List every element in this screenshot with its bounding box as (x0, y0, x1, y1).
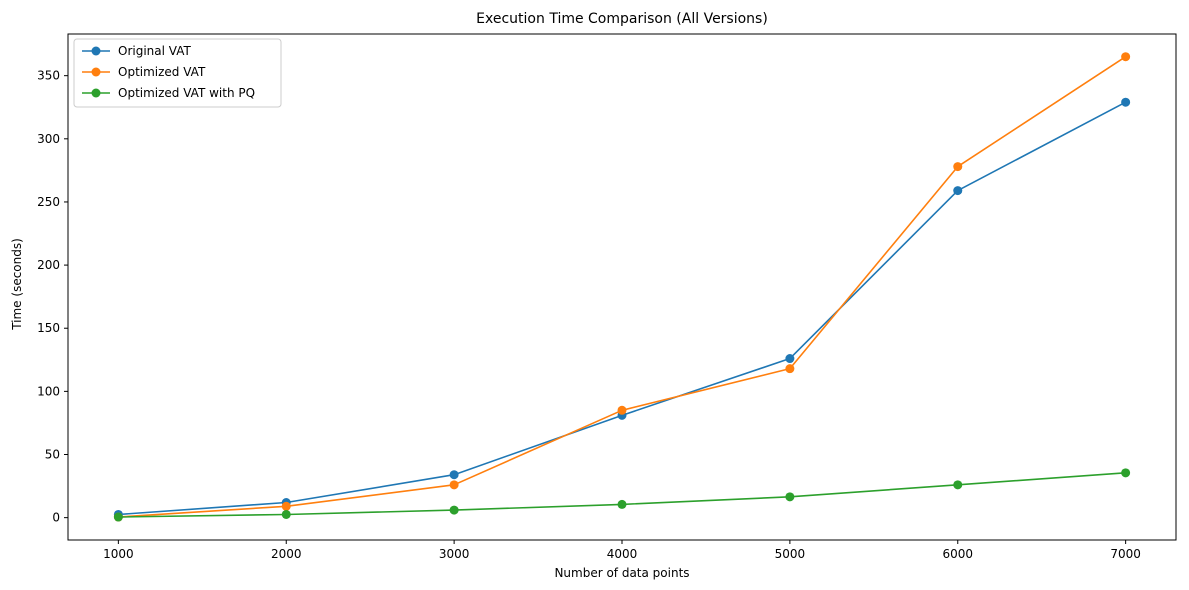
y-tick-label: 100 (37, 384, 60, 398)
data-point (617, 405, 627, 415)
series-layer (113, 52, 1131, 522)
data-point (281, 509, 291, 519)
series-optimized-vat-with-pq (113, 468, 1131, 522)
legend-item: Original VAT (82, 44, 191, 58)
data-point (1121, 52, 1131, 62)
chart-title: Execution Time Comparison (All Versions) (476, 11, 768, 27)
data-point (785, 492, 795, 502)
data-point (785, 364, 795, 374)
x-tick-label: 2000 (271, 547, 302, 561)
x-tick-label: 1000 (103, 547, 134, 561)
data-point (953, 480, 963, 490)
x-tick-label: 6000 (942, 547, 973, 561)
data-point (953, 186, 963, 196)
x-tick-label: 3000 (439, 547, 470, 561)
legend-label: Optimized VAT (118, 65, 206, 79)
x-tick-label: 7000 (1110, 547, 1141, 561)
legend-marker (91, 46, 101, 56)
y-tick-label: 0 (52, 511, 60, 525)
data-point (449, 480, 459, 490)
axes-layer: 1000 2000 3000 4000 5000 6000 7000 0 50 100 150 200… (37, 33, 1177, 561)
legend-item: Optimized VAT with PQ (82, 86, 255, 100)
legend-marker (91, 88, 101, 98)
x-tick-label: 5000 (775, 547, 806, 561)
x-axis-title: Number of data points (554, 566, 689, 580)
data-point (113, 512, 123, 522)
data-point (281, 501, 291, 511)
series-optimized-vat (113, 52, 1131, 522)
y-tick-label: 150 (37, 321, 60, 335)
y-tick-label: 200 (37, 258, 60, 272)
y-axis-title-group: Time (seconds) (10, 238, 24, 331)
legend-marker (91, 67, 101, 77)
y-axis-title: Time (seconds) (10, 238, 24, 331)
legend-box (73, 38, 282, 108)
data-point (1121, 468, 1131, 478)
data-point (449, 470, 459, 480)
y-tick-label: 50 (45, 448, 60, 462)
data-point (449, 505, 459, 515)
legend-label: Optimized VAT with PQ (118, 86, 255, 100)
x-tick-label: 4000 (607, 547, 638, 561)
data-point (1121, 97, 1131, 107)
legend: Original VAT Optimized VAT Optimized VAT w… (73, 38, 282, 108)
legend-label: Original VAT (118, 44, 191, 58)
y-tick-label: 350 (37, 69, 60, 83)
data-point (785, 354, 795, 364)
data-point (617, 499, 627, 509)
legend-item: Optimized VAT (82, 65, 206, 79)
y-tick-label: 300 (37, 132, 60, 146)
data-point (953, 162, 963, 172)
y-tick-label: 250 (37, 195, 60, 209)
